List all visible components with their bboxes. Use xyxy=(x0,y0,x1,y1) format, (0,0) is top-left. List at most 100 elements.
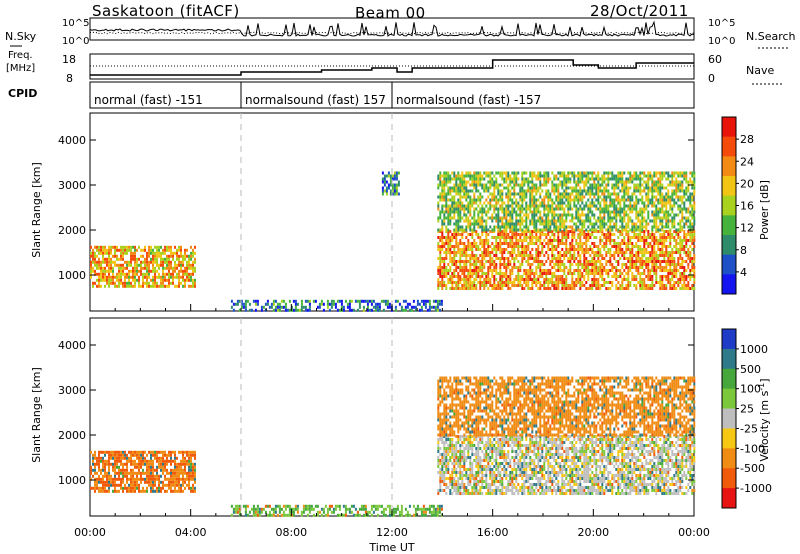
echo-cell xyxy=(667,278,670,281)
echo-cell xyxy=(563,287,566,290)
echo-cell xyxy=(477,183,480,187)
echo-cell xyxy=(461,201,464,205)
echo-cell xyxy=(623,236,626,239)
echo-cell xyxy=(543,281,546,284)
echo-cell xyxy=(583,233,586,236)
echo-cell xyxy=(180,266,182,270)
echo-cell xyxy=(493,287,496,290)
echo-cell xyxy=(595,174,598,178)
echo-cell xyxy=(463,195,466,199)
echo-cell xyxy=(615,204,618,208)
echo-cell xyxy=(166,263,168,267)
echo-cell xyxy=(473,245,476,248)
echo-cell xyxy=(601,225,604,229)
echo-cell xyxy=(437,195,440,199)
echo-cell xyxy=(158,248,160,252)
echo-cell xyxy=(489,254,492,257)
echo-cell xyxy=(571,233,574,236)
echo-cell xyxy=(459,257,462,260)
echo-cell xyxy=(126,486,128,490)
echo-cell xyxy=(459,186,462,190)
echo-cell xyxy=(653,272,656,275)
echo-cell xyxy=(653,239,656,242)
echo-cell xyxy=(543,210,546,214)
echo-cell xyxy=(104,486,106,490)
echo-cell xyxy=(190,266,192,270)
echo-cell xyxy=(527,272,530,275)
echo-cell xyxy=(683,245,686,248)
echo-cell xyxy=(545,242,548,245)
echo-cell xyxy=(459,251,462,254)
echo-cell xyxy=(575,263,578,266)
echo-cell xyxy=(573,269,576,272)
echo-cell xyxy=(404,305,407,309)
echo-cell xyxy=(485,222,488,226)
echo-cell xyxy=(192,260,194,264)
echo-cell xyxy=(651,183,654,187)
echo-cell xyxy=(625,183,628,187)
echo-cell xyxy=(124,468,126,472)
echo-cell xyxy=(631,278,634,281)
echo-cell xyxy=(465,228,468,232)
echo-cell xyxy=(190,251,192,255)
echo-cell xyxy=(635,210,638,214)
echo-cell xyxy=(186,275,188,279)
echo-cell xyxy=(116,254,118,258)
echo-cell xyxy=(529,233,532,236)
echo-cell xyxy=(567,225,570,229)
echo-cell xyxy=(389,189,392,193)
echo-cell xyxy=(537,260,540,263)
echo-cell xyxy=(607,204,610,208)
echo-cell xyxy=(432,305,435,309)
echo-cell xyxy=(491,219,494,223)
echo-cell xyxy=(495,207,498,211)
echo-cell xyxy=(144,272,146,276)
echo-cell xyxy=(553,272,556,275)
echo-cell xyxy=(511,216,514,220)
echo-cell xyxy=(164,459,166,463)
echo-cell xyxy=(573,236,576,239)
echo-cell xyxy=(142,468,144,472)
echo-cell xyxy=(541,275,544,278)
echo-cell xyxy=(134,284,136,288)
echo-cell xyxy=(106,459,108,463)
echo-cell xyxy=(505,233,508,236)
echo-cell xyxy=(575,195,578,199)
echo-cell xyxy=(132,468,134,472)
echo-cell xyxy=(132,471,134,475)
echo-cell xyxy=(651,287,654,290)
echo-cell xyxy=(551,171,554,175)
echo-cell xyxy=(583,257,586,260)
echo-cell xyxy=(613,254,616,257)
echo-cell xyxy=(441,204,444,208)
echo-cell xyxy=(519,254,522,257)
echo-cell xyxy=(138,245,140,249)
echo-cell xyxy=(569,198,572,202)
echo-cell xyxy=(469,171,472,175)
echo-cell xyxy=(571,171,574,175)
echo-cell xyxy=(188,272,190,276)
echo-cell xyxy=(535,213,538,217)
echo-cell xyxy=(647,242,650,245)
echo-cell xyxy=(631,228,634,232)
echo-cell xyxy=(511,284,514,287)
echo-cell xyxy=(689,233,692,236)
echo-cell xyxy=(685,207,688,211)
echo-cell xyxy=(304,305,307,309)
echo-cell xyxy=(497,201,500,205)
echo-cell xyxy=(94,251,96,255)
echo-cell xyxy=(647,278,650,281)
echo-cell xyxy=(102,278,104,282)
echo-cell xyxy=(605,239,608,242)
echo-cell xyxy=(643,204,646,208)
echo-cell xyxy=(609,257,612,260)
echo-cell xyxy=(509,222,512,226)
echo-cell xyxy=(667,210,670,214)
echo-cell xyxy=(92,281,94,285)
echo-cell xyxy=(675,245,678,248)
echo-cell xyxy=(587,239,590,242)
echo-cell xyxy=(603,236,606,239)
echo-cell xyxy=(659,183,662,187)
echo-cell xyxy=(593,225,596,229)
echo-cell xyxy=(693,171,696,175)
